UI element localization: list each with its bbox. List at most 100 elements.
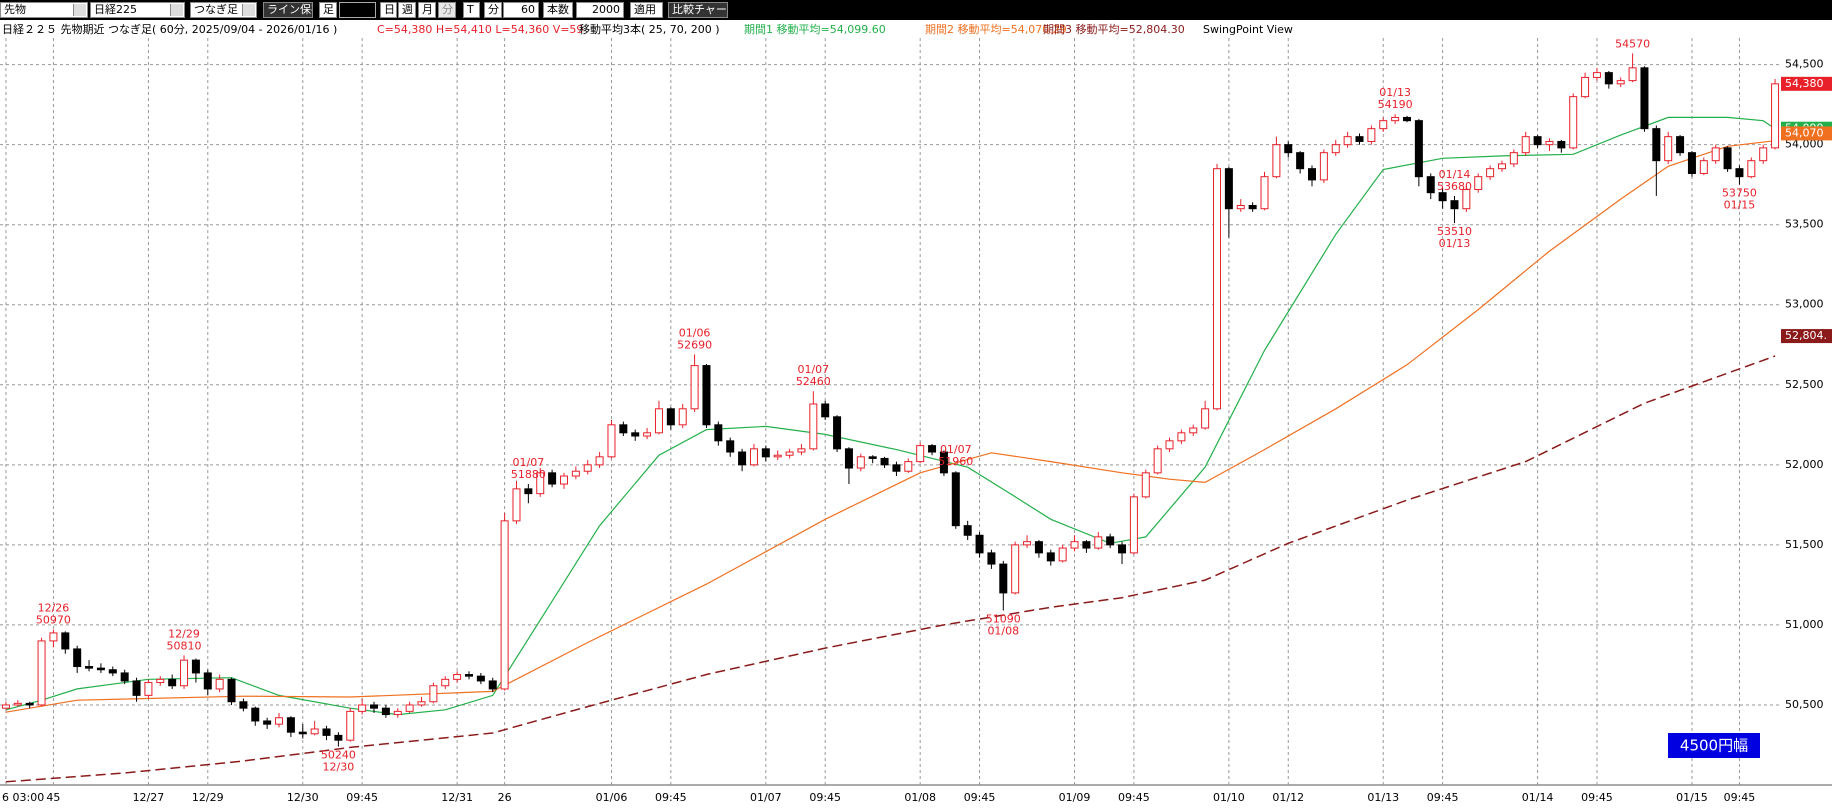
candle-body [286,717,295,733]
candle-body [203,672,212,690]
candle-body [1094,536,1103,549]
candle-body [1224,168,1233,210]
candle-body [1759,147,1768,162]
swing-value: 54190 [1378,98,1413,111]
candle-body [1355,136,1364,142]
swing-date: 01/07 [513,456,545,469]
week-button[interactable]: 週 [398,2,416,18]
candle-body [1450,200,1459,210]
x-tick-label: 09:45 [1427,791,1459,804]
price-tag-label: 52,804. [1785,329,1827,342]
candle-body [1141,472,1150,498]
ma-line [5,140,1776,713]
candle-body [1391,116,1400,122]
candle-body [619,424,628,434]
candle-body [263,720,272,725]
candle-body [595,456,604,466]
x-tick-label: 01/13 [1367,791,1399,804]
swing-date: 12/29 [168,627,200,640]
candle-body [1046,552,1055,562]
candle-body [1486,168,1495,178]
candle-body [1569,96,1578,149]
foot-input[interactable] [339,2,376,18]
candle-body [999,563,1008,594]
x-tick-label: 6 03:00 [2,791,44,804]
candle-body [1189,427,1198,434]
candle-body [785,451,794,456]
candle-body [880,457,889,466]
candle-body [1628,67,1637,82]
mode-select[interactable]: つなぎ足 [190,2,257,18]
tick-button[interactable]: T [463,2,480,18]
candle-body [239,701,248,709]
month-button[interactable]: 月 [418,2,436,18]
candle-body [275,717,284,725]
day-button[interactable]: 日 [380,2,397,18]
swing-value: 50970 [36,614,71,627]
candle-body [61,632,70,650]
y-tick-label: 53,000 [1785,298,1824,311]
toolbar: 先物 日経225 つなぎ足 ライン保存 足 日 週 月 分 T 分 60 本数 … [0,0,1832,20]
minute-button[interactable]: 分 [438,2,456,18]
candle-body [1474,176,1483,190]
x-tick-label: 09:45 [964,791,996,804]
candle-body [1319,152,1328,181]
legend-entry: 期間3 移動平均=52,804.30 [1043,23,1185,36]
candle-body [168,678,177,687]
axis-background [1781,20,1832,785]
period-input[interactable]: 60 [503,2,539,18]
price-tag [1781,76,1832,91]
candle-body [512,488,521,522]
candle-body [524,488,533,495]
candle-body [108,669,117,674]
candle-body [1509,152,1518,165]
candle-body [678,408,687,426]
x-tick-label: 01/09 [1059,791,1091,804]
market-select[interactable]: 先物 [0,2,88,18]
candle-body [559,475,568,485]
candle-body [37,640,46,706]
price-tag [1781,126,1832,141]
candle-body [833,416,842,450]
candle-body [464,674,473,677]
candle-body [844,448,853,469]
candle-body [1592,72,1601,78]
apply-button[interactable]: 適用 [630,2,663,18]
swing-value: 51960 [938,455,973,468]
candle-body [856,456,865,469]
candle-body [180,659,189,687]
swing-value: 53510 [1437,225,1472,238]
candle-body [1402,116,1411,122]
candle-body [334,734,343,741]
candle-body [73,648,82,668]
candle-body [821,403,830,418]
candle-body [631,432,640,437]
candle-body [120,672,129,682]
candle-body [548,472,557,485]
candle-body [1652,128,1661,162]
candle-body [1747,160,1756,178]
candle-body [1058,547,1067,562]
candle-body [132,680,141,696]
price-tag-label: 54,380 [1785,77,1824,90]
candle-body [215,678,224,690]
x-tick-label: 12/30 [287,791,319,804]
y-tick-label: 50,500 [1785,698,1824,711]
candle-body [49,632,58,642]
compare-button[interactable]: 比較チャート [668,2,728,18]
y-tick-label: 53,500 [1785,218,1824,231]
candle-body [749,448,758,466]
candle-body [156,678,165,684]
candle-body [1236,204,1245,210]
save-button[interactable]: ライン保存 [263,2,313,18]
candle-body [643,432,652,437]
swing-date: 12/26 [38,602,70,615]
candle-body [227,678,236,703]
price-tag [1781,329,1832,344]
y-tick-label: 52,000 [1785,458,1824,471]
index-select[interactable]: 日経225 [90,2,185,18]
candle-body [1070,541,1079,549]
candle-body [939,451,948,474]
count-input[interactable]: 2000 [576,2,624,18]
x-tick-label: 01/15 [1676,791,1708,804]
